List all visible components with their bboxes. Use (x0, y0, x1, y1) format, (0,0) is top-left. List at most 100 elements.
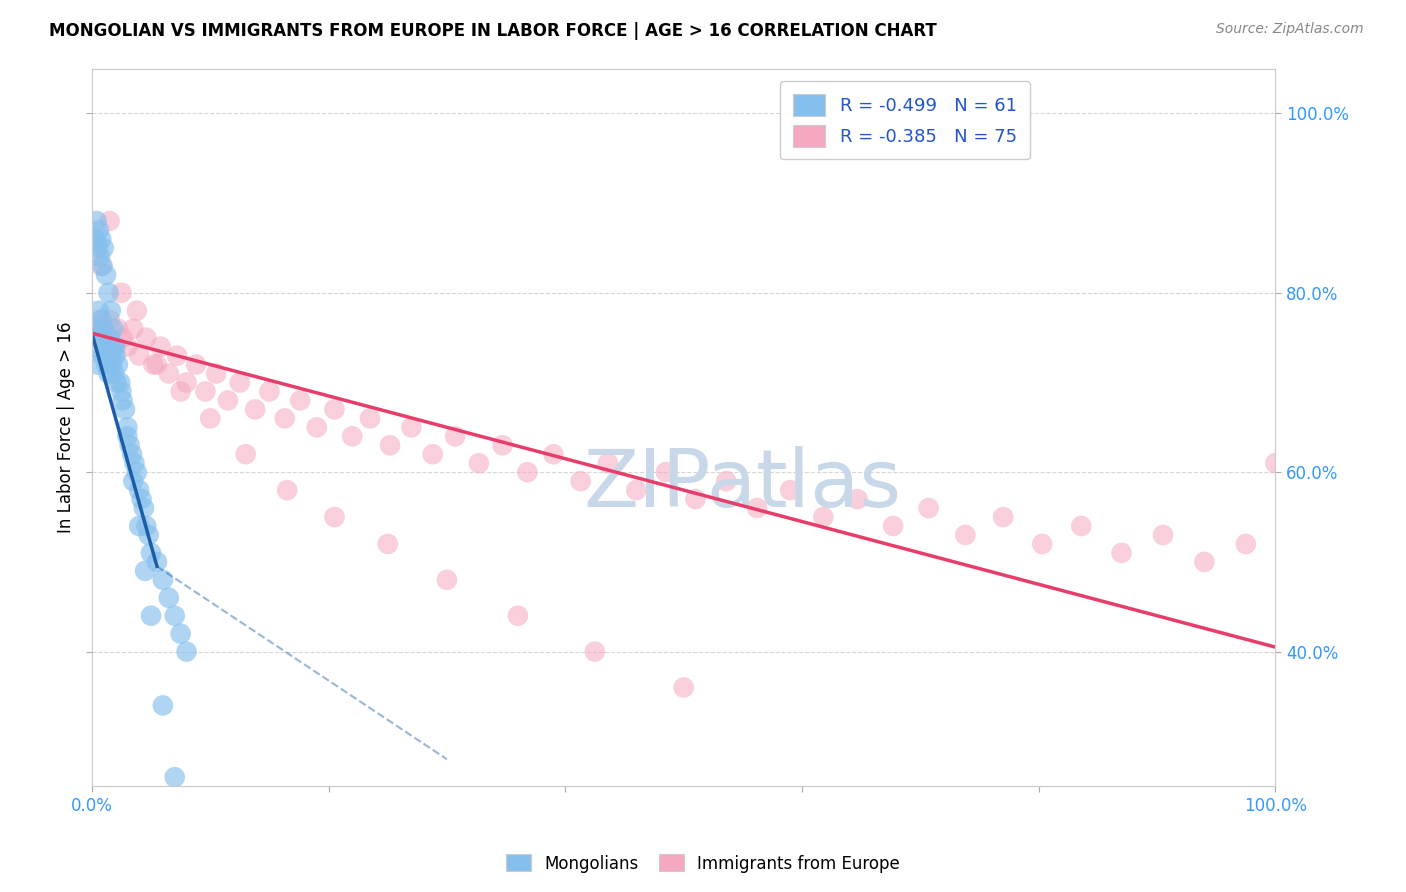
Point (146, 358, 169, 372)
Point (139, 546, 162, 560)
Point (101, 340, 124, 354)
Point (121, 447, 143, 461)
Point (359, 411, 381, 425)
Point (779, 483, 801, 497)
Point (1070, 519, 1092, 533)
Point (87, 303, 110, 318)
Point (146, 555, 169, 569)
Point (107, 358, 129, 372)
Point (132, 501, 155, 516)
Point (98, 312, 121, 326)
Point (166, 349, 188, 363)
Point (288, 393, 311, 408)
Point (685, 492, 707, 507)
Point (89, 250, 111, 264)
Point (86, 214, 108, 228)
Point (596, 456, 619, 470)
Point (157, 367, 180, 381)
Point (98, 214, 121, 228)
Point (86, 331, 108, 345)
Point (94, 340, 117, 354)
Point (122, 474, 145, 488)
Point (543, 447, 565, 461)
Point (91, 259, 114, 273)
Point (89, 331, 111, 345)
Y-axis label: In Labor Force | Age > 16: In Labor Force | Age > 16 (58, 322, 75, 533)
Point (422, 447, 444, 461)
Point (87, 358, 110, 372)
Point (124, 456, 146, 470)
Point (111, 393, 134, 408)
Point (401, 420, 423, 434)
Point (96, 349, 118, 363)
Point (100, 349, 122, 363)
Point (378, 438, 401, 452)
Legend: Mongolians, Immigrants from Europe: Mongolians, Immigrants from Europe (499, 847, 907, 880)
Point (84, 232, 107, 246)
Point (138, 528, 160, 542)
Point (105, 376, 128, 390)
Point (1264, 456, 1286, 470)
Point (1194, 555, 1216, 569)
Point (217, 393, 239, 408)
Point (104, 340, 127, 354)
Point (274, 411, 297, 425)
Point (200, 411, 222, 425)
Point (110, 384, 132, 399)
Point (569, 474, 592, 488)
Point (323, 510, 346, 524)
Point (98, 331, 121, 345)
Point (152, 573, 174, 587)
Point (229, 376, 252, 390)
Point (93, 321, 115, 335)
Point (117, 420, 139, 434)
Point (122, 321, 145, 335)
Point (1111, 546, 1133, 560)
Point (882, 519, 904, 533)
Point (846, 492, 869, 507)
Point (101, 340, 124, 354)
Point (157, 591, 180, 605)
Point (259, 384, 281, 399)
Point (139, 608, 162, 623)
Point (655, 465, 678, 479)
Point (152, 698, 174, 713)
Point (97, 367, 120, 381)
Point (305, 420, 328, 434)
Point (672, 681, 695, 695)
Point (93, 321, 115, 335)
Point (1152, 528, 1174, 542)
Point (87, 223, 110, 237)
Point (117, 340, 139, 354)
Point (142, 358, 165, 372)
Point (111, 331, 134, 345)
Point (110, 376, 132, 390)
Point (377, 537, 399, 551)
Point (1031, 537, 1053, 551)
Point (84, 340, 107, 354)
Point (128, 349, 150, 363)
Text: ZIPatlas: ZIPatlas (583, 446, 901, 524)
Point (444, 429, 467, 443)
Point (87, 321, 110, 335)
Point (101, 358, 124, 372)
Point (94, 358, 117, 372)
Legend: R = -0.499   N = 61, R = -0.385   N = 75: R = -0.499 N = 61, R = -0.385 N = 75 (780, 81, 1029, 160)
Point (235, 447, 257, 461)
Point (745, 501, 768, 516)
Point (104, 349, 127, 363)
Point (94, 331, 117, 345)
Point (583, 644, 606, 658)
Point (917, 501, 939, 516)
Point (90, 259, 112, 273)
Point (107, 321, 129, 335)
Point (243, 402, 266, 417)
Point (1234, 537, 1257, 551)
Point (128, 483, 150, 497)
Point (125, 303, 148, 318)
Point (323, 402, 346, 417)
Point (131, 492, 153, 507)
Point (93, 241, 115, 255)
Point (100, 303, 122, 318)
Point (110, 285, 132, 300)
